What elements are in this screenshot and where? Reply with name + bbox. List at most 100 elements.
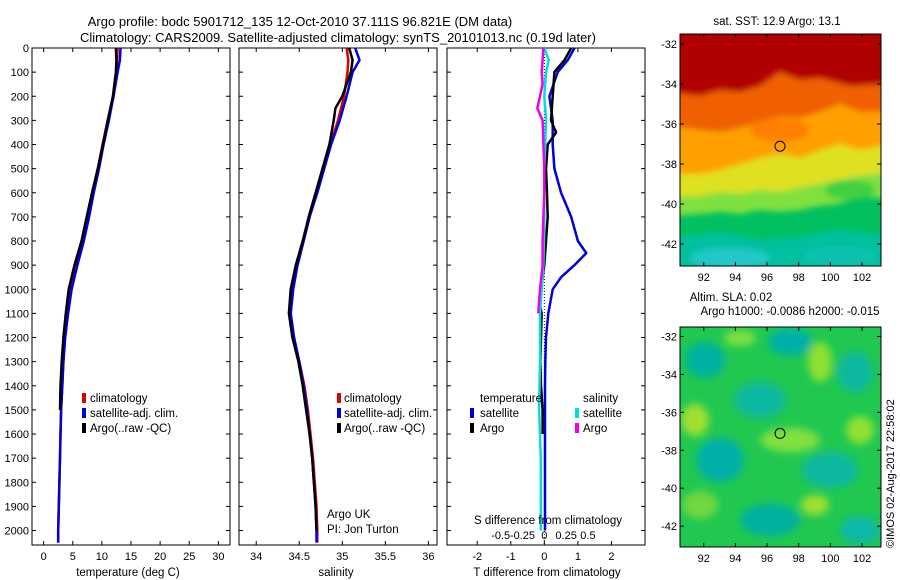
legend-swatch-t-argo — [470, 423, 474, 433]
map-x-tick-label: 96 — [761, 272, 773, 284]
map-y-tick-label: -34 — [661, 79, 677, 91]
difference-legend: temperature salinity satellite Argo sate… — [470, 393, 622, 435]
sla-map-title-line1: Altim. SLA: 0.02 — [690, 292, 772, 304]
map-x-tick-label: 102 — [853, 272, 871, 284]
y-tick-label: 1900 — [5, 501, 29, 513]
legend-swatch-t-satellite — [470, 408, 474, 418]
map-y-tick-label: -42 — [661, 239, 677, 251]
legend-swatch-argo — [337, 423, 341, 433]
sst-map-panel: sat. SST: 12.9 Argo: 13.1 92 94 96 98 100 102… — [661, 16, 882, 284]
y-tick-label: 600 — [11, 188, 29, 200]
x-tick-label: 10 — [96, 551, 108, 563]
y-tick-label: 100 — [11, 67, 29, 79]
legend-swatch-climatology — [82, 393, 86, 403]
legend-s-satellite-label: satellite — [583, 408, 622, 420]
y-tick-label: 900 — [11, 260, 29, 272]
map-x-tick-label: 94 — [729, 272, 741, 284]
y-tick-label: 500 — [11, 164, 29, 176]
sla-map-frame — [679, 326, 882, 548]
x-tick-label: 30 — [212, 551, 224, 563]
temperature-xlabel: temperature (deg C) — [76, 567, 180, 579]
legend-salinity-title: salinity — [583, 393, 618, 405]
temperature-profile-panel: 0100200300400500600700800900100011001200… — [5, 43, 231, 579]
map-x-tick-label: 100 — [821, 272, 839, 284]
series-line-argo-raw-qc — [58, 48, 118, 410]
s-tick-label: -0.5 — [491, 530, 510, 542]
series-line-sal-argo — [536, 48, 546, 314]
sst-map-frame — [679, 33, 882, 267]
y-tick-label: 1600 — [5, 429, 29, 441]
x-tick-label: 20 — [154, 551, 166, 563]
y-tick-label: 1800 — [5, 477, 29, 489]
map-y-tick-label: -36 — [661, 119, 677, 131]
x-tick-label: -1 — [506, 551, 516, 563]
x-tick-label: 34.5 — [289, 551, 310, 563]
temperature-legend: climatology satellite-adj. clim. Argo(..… — [82, 393, 178, 435]
s-difference-label: S difference from climatology — [474, 515, 622, 527]
map-x-tick-label: 94 — [729, 553, 741, 565]
pi-annotation: PI: Jon Turton — [327, 524, 399, 536]
figure-title-line2: Climatology: CARS2009. Satellite-adjuste… — [80, 30, 596, 45]
s-tick-label: -0.25 — [510, 530, 535, 542]
map-y-tick-label: -34 — [661, 369, 677, 381]
argo-uk-annotation: Argo UK — [327, 509, 371, 521]
legend-swatch-satellite — [82, 408, 86, 418]
x-tick-label: 34 — [250, 551, 262, 563]
y-tick-label: 0 — [23, 43, 29, 55]
y-tick-label: 1100 — [5, 308, 29, 320]
x-tick-label: 2 — [608, 551, 614, 563]
t-difference-xlabel: T difference from climatology — [473, 567, 620, 579]
map-x-tick-label: 92 — [698, 553, 710, 565]
legend-temperature-title: temperature — [480, 393, 542, 405]
map-x-tick-label: 98 — [793, 553, 805, 565]
series-line-satellite-adj-clim — [289, 48, 361, 543]
legend-climatology-label: climatology — [344, 393, 402, 405]
y-tick-label: 2000 — [5, 526, 29, 538]
map-y-tick-label: -38 — [661, 445, 677, 457]
map-y-tick-label: -32 — [661, 331, 677, 343]
legend-swatch-s-satellite — [575, 408, 579, 418]
legend-satellite-label: satellite-adj. clim. — [344, 408, 432, 420]
difference-profile-panel: -2 -1 0 1 2 -0.5 -0.25 0 0.25 0.5 T difference f… — [446, 47, 646, 579]
legend-climatology-label: climatology — [90, 393, 148, 405]
map-y-tick-label: -40 — [661, 483, 677, 495]
legend-satellite-label: satellite-adj. clim. — [90, 408, 178, 420]
legend-swatch-satellite — [337, 408, 341, 418]
sst-map-title: sat. SST: 12.9 Argo: 13.1 — [713, 16, 840, 28]
difference-axes-frame — [446, 47, 646, 546]
map-x-tick-label: 102 — [853, 553, 871, 565]
legend-t-argo-label: Argo — [480, 423, 504, 435]
y-tick-label: 1400 — [5, 381, 29, 393]
map-y-tick-label: -40 — [661, 199, 677, 211]
sst-heatmap — [680, 34, 881, 266]
legend-swatch-climatology — [337, 393, 341, 403]
s-tick-label: 0.5 — [580, 530, 595, 542]
sla-heatmap — [680, 327, 881, 547]
y-tick-label: 1500 — [5, 405, 29, 417]
legend-argo-label: Argo(..raw -QC) — [344, 423, 425, 435]
map-y-tick-label: -38 — [661, 159, 677, 171]
x-tick-label: 25 — [183, 551, 195, 563]
y-tick-label: 1200 — [5, 333, 29, 345]
legend-argo-label: Argo(..raw -QC) — [90, 423, 171, 435]
s-tick-label: 0.25 — [555, 530, 576, 542]
x-tick-label: 0 — [41, 551, 47, 563]
legend-t-satellite-label: satellite — [480, 408, 519, 420]
y-tick-label: 800 — [11, 236, 29, 248]
map-x-tick-label: 100 — [821, 553, 839, 565]
salinity-profile-panel: 34 34.5 35 35.5 36 salinity climatology sate… — [238, 47, 438, 579]
imos-credit: ©IMOS 02-Aug-2017 22:58:02 — [885, 399, 897, 548]
s-tick-label: 0 — [541, 530, 547, 542]
argo-location-marker — [774, 140, 786, 152]
y-tick-label: 300 — [11, 115, 29, 127]
figure-title-line1: Argo profile: bodc 5901712_135 12-Oct-20… — [88, 14, 512, 29]
salinity-xlabel: salinity — [318, 567, 353, 579]
y-tick-label: 700 — [11, 212, 29, 224]
temperature-axes-frame — [31, 47, 231, 546]
y-tick-label: 1300 — [5, 357, 29, 369]
x-tick-label: 1 — [575, 551, 581, 563]
series-line-argo-raw-qc — [287, 48, 354, 531]
map-y-tick-label: -32 — [661, 39, 677, 51]
x-tick-label: -2 — [472, 551, 482, 563]
